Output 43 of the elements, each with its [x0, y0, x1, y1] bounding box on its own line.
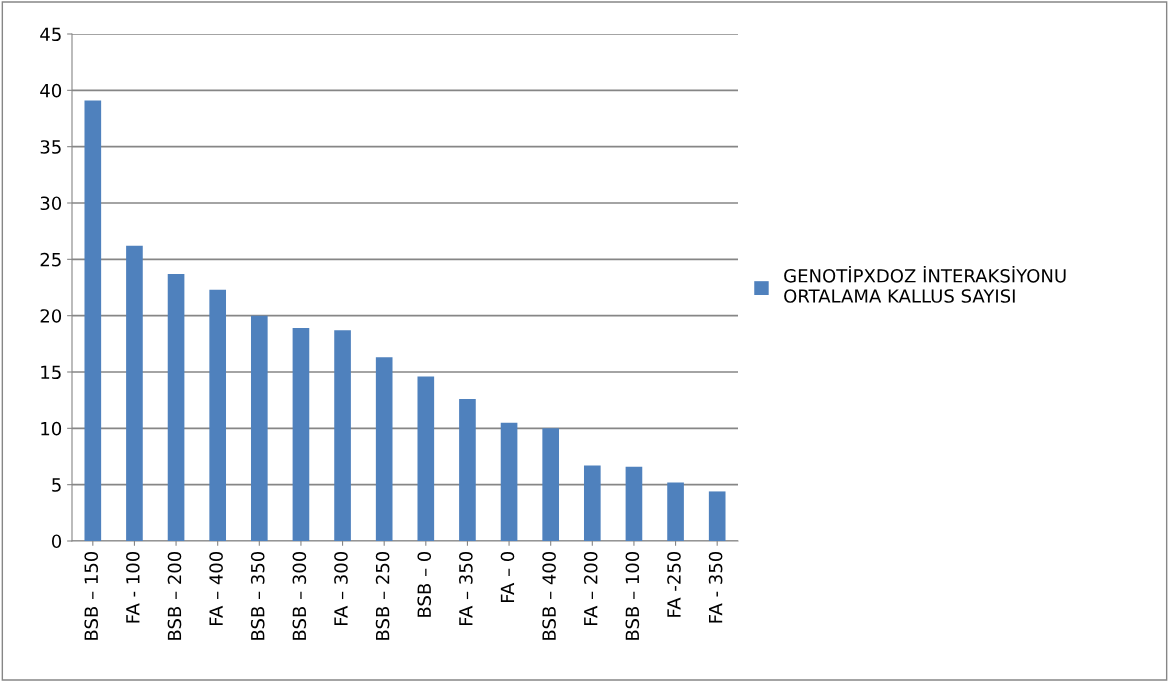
x-tick-label: FA – 400: [209, 551, 223, 626]
x-tick-label: BSB – 100: [625, 551, 640, 640]
bar: [708, 491, 726, 541]
y-tick-label: 20: [40, 309, 62, 323]
x-tick-label: FA – 0: [500, 551, 515, 603]
y-tick-label: 35: [40, 140, 61, 154]
y-tick-label: 30: [40, 196, 62, 211]
x-tick-label: FA - 350: [708, 551, 723, 623]
y-tick-label: 25: [40, 252, 61, 267]
x-tick-label: FA – 350: [459, 551, 473, 626]
x-tick-label: BSB – 250: [375, 551, 390, 640]
x-tick-label: FA – 300: [334, 551, 348, 626]
y-tick-label: 0: [51, 534, 62, 549]
x-tick-label: BSB – 150: [84, 551, 99, 640]
bar: [417, 376, 435, 541]
x-tick-label: BSB – 200: [167, 551, 182, 640]
bar: [292, 328, 310, 541]
y-tick-label: 10: [41, 421, 62, 436]
x-tick-label: BSB – 300: [292, 551, 307, 640]
x-tick-label: BSB – 400: [542, 551, 556, 640]
bar: [375, 357, 393, 541]
bar: [583, 465, 601, 541]
legend-label: GENOTİPXDOZ İNTERAKSİYONU ORTALAMA KALLUS SAYISI: [784, 265, 1066, 303]
y-tick-label: 5: [52, 478, 61, 492]
y-tick-label: 15: [41, 365, 61, 380]
bar: [250, 315, 268, 541]
bar: [84, 100, 102, 541]
x-tick-label: FA - 100: [126, 551, 140, 623]
bar: [334, 330, 351, 541]
y-tick-label: 45: [40, 27, 61, 42]
bar: [209, 289, 227, 541]
bar: [625, 466, 643, 541]
bar: [667, 482, 684, 541]
y-tick-label: 40: [40, 83, 62, 98]
bar: [500, 422, 518, 541]
x-tick-label: BSB – 350: [250, 551, 265, 640]
bar: [167, 273, 185, 541]
x-tick-label: BSB – 0: [417, 551, 432, 617]
bar: [126, 245, 143, 541]
x-tick-label: FA – 200: [583, 551, 598, 626]
bar: [542, 428, 560, 541]
x-tick-label: FA -250: [667, 551, 681, 617]
bar: [459, 399, 476, 541]
